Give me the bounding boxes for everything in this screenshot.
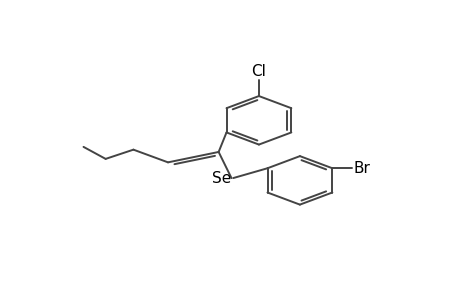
Text: Se: Se (212, 171, 231, 186)
Text: Cl: Cl (251, 64, 266, 79)
Text: Br: Br (353, 161, 370, 176)
